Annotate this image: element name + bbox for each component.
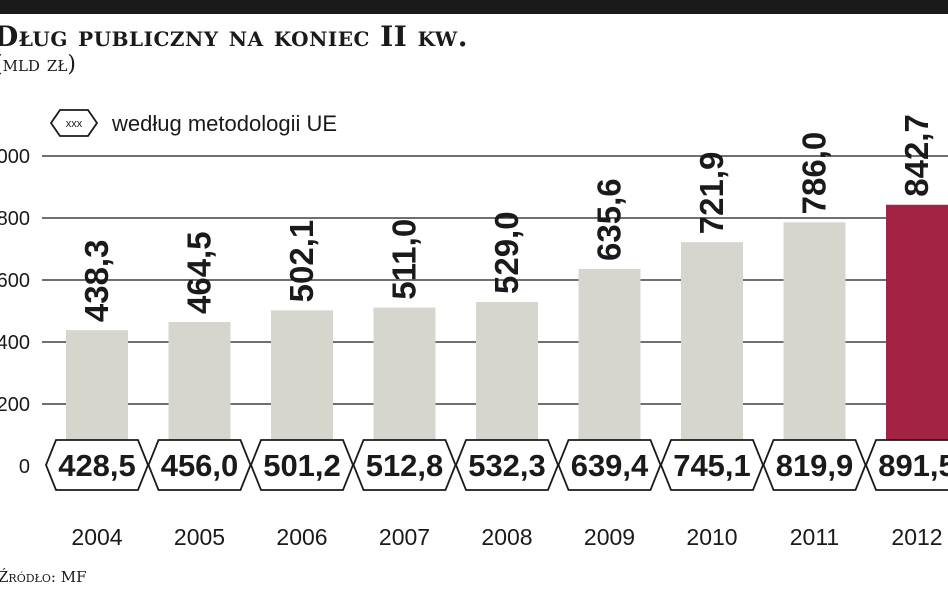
bar [476, 302, 538, 466]
chart-subtitle: (mld zł) [0, 52, 76, 77]
eu-value-label: 512,8 [366, 448, 444, 483]
x-tick-label: 2004 [71, 524, 122, 550]
bar-value-label: 464,5 [181, 231, 218, 314]
eu-value-label: 819,9 [776, 448, 854, 483]
eu-value-label: 745,1 [673, 448, 751, 483]
bar [886, 204, 948, 466]
eu-value-box [865, 439, 948, 491]
eu-value-label: 501,2 [263, 448, 341, 483]
bar-value-label: 786,0 [796, 132, 833, 215]
legend-marker-shape [49, 109, 99, 137]
bar-value-label: 529,0 [488, 211, 525, 294]
x-tick-label: 2007 [379, 524, 430, 550]
bar-value-label: 842,7 [898, 114, 935, 197]
y-tick-label: 1000 [0, 146, 30, 168]
y-axis-ticks: 0 200 400 600 800 1000 [0, 146, 30, 478]
y-tick-label: 400 [0, 332, 30, 354]
bar-value-label: 438,3 [78, 240, 115, 323]
value-labels: 438,3 464,5 502,1 511,0 529,0 635,6 721,9 786,0… [78, 114, 935, 322]
eu-value-label: 428,5 [58, 448, 136, 483]
y-tick-label: 0 [19, 456, 30, 478]
x-tick-label: 2008 [481, 524, 532, 550]
bar-value-label: 511,0 [386, 219, 423, 300]
bar-value-label: 502,1 [283, 220, 320, 303]
x-tick-label: 2005 [174, 524, 225, 550]
y-tick-label: 600 [0, 270, 30, 292]
bar [783, 222, 846, 466]
y-tick-label: 800 [0, 208, 30, 230]
x-tick-label: 2006 [276, 524, 327, 550]
eu-value-label: 532,3 [468, 448, 546, 483]
eu-value-label: 891,5 [878, 448, 948, 483]
x-tick-label: 2010 [686, 524, 737, 550]
y-tick-label: 200 [0, 394, 30, 416]
legend: xxx według metodologii UE [49, 109, 337, 137]
eu-value-label: 456,0 [161, 448, 239, 483]
source-note: Źródło: MF [0, 568, 87, 586]
bar [681, 242, 743, 466]
bar [578, 268, 641, 466]
x-tick-label: 2011 [790, 524, 839, 550]
eu-value-label: 639,4 [571, 448, 649, 483]
x-tick-label: 2012 [891, 524, 942, 550]
legend-label: według metodologii UE [111, 111, 337, 136]
eu-value-boxes: 428,5 456,0 501,2 512,8 532,3 639,4 745,1 819,9… [45, 439, 948, 491]
bar-value-label: 635,6 [591, 178, 628, 261]
bar-value-label: 721,9 [693, 152, 730, 235]
x-tick-label: 2009 [584, 524, 635, 550]
top-bar [0, 0, 948, 14]
legend-marker-text: xxx [66, 118, 83, 130]
chart-title: Dług publiczny na koniec II kw. [0, 20, 468, 53]
x-axis-ticks: 2004 2005 2006 2007 2008 2009 2010 2011 2012 [71, 524, 942, 550]
